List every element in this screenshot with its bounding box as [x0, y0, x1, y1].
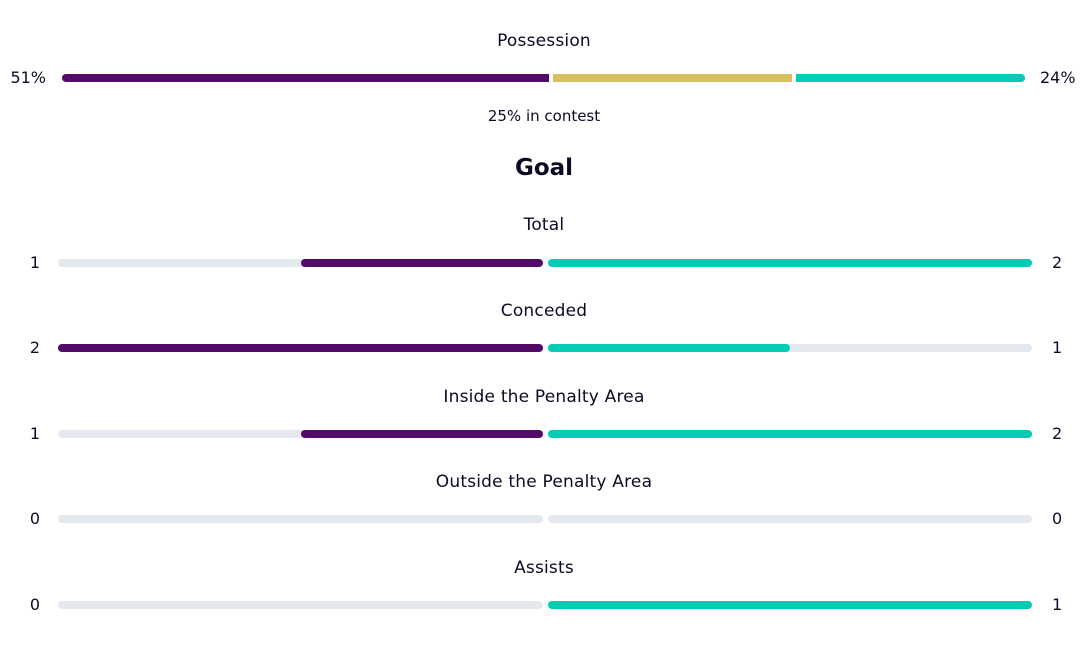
stat-away-track [548, 515, 1032, 523]
stat-label: Inside the Penalty Area [443, 387, 645, 407]
stat-home-track [58, 515, 543, 523]
stat-away-track [548, 344, 1032, 352]
stat-home-bar [300, 430, 543, 438]
stat-label: Outside the Penalty Area [435, 472, 653, 492]
stat-home-value: 0 [29, 595, 40, 614]
possession-away-segment [795, 74, 1025, 82]
stat-away-value: 1 [1052, 595, 1063, 614]
stat-home-bar [300, 259, 543, 267]
stat-label: Assists [514, 558, 574, 578]
stat-away-value: 1 [1052, 338, 1063, 357]
possession-contest-text: 25% in contest [487, 107, 601, 125]
stat-away-value: 2 [1052, 253, 1063, 272]
section-heading-goal: Goal [514, 155, 574, 181]
stat-away-value: 2 [1052, 424, 1063, 443]
stat-home-bar [58, 344, 543, 352]
possession-title: Possession [497, 31, 591, 51]
possession-home-segment [62, 74, 550, 82]
stat-home-value: 1 [29, 424, 40, 443]
stat-away-bar [548, 259, 1032, 267]
possession-away-value: 24% [1040, 68, 1076, 87]
stat-label: Conceded [500, 301, 588, 321]
possession-home-value: 51% [10, 68, 46, 87]
stat-away-value: 0 [1052, 509, 1063, 528]
stat-away-bar [548, 344, 790, 352]
stat-away-bar [548, 430, 1032, 438]
stat-away-bar [548, 601, 1032, 609]
stat-home-value: 1 [29, 253, 40, 272]
possession-contest-segment [553, 74, 792, 82]
stat-home-value: 2 [29, 338, 40, 357]
stat-home-value: 0 [29, 509, 40, 528]
stat-home-track [58, 601, 543, 609]
stat-label: Total [523, 215, 565, 235]
